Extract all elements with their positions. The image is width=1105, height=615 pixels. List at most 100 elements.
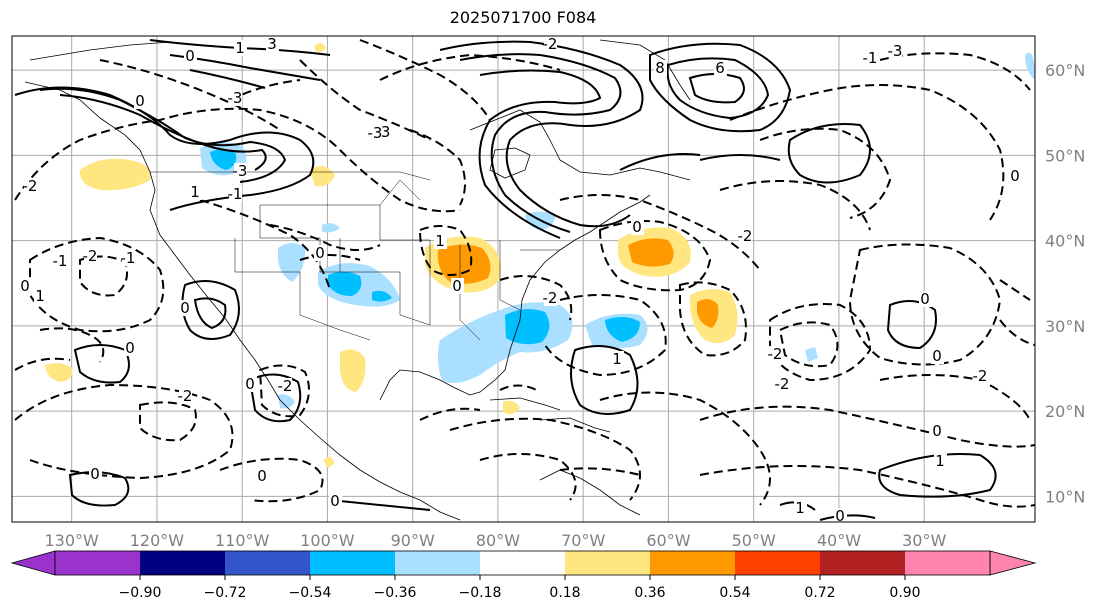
contour-label-bg <box>934 453 947 469</box>
contour-label: -1 <box>228 185 243 203</box>
shaded-field <box>45 43 1035 468</box>
colorbar-extend-low <box>10 550 56 576</box>
contour-label: 0 <box>257 467 267 485</box>
shade-orange-3 <box>697 299 719 328</box>
shade-blue-1 <box>210 149 237 170</box>
contour-label-bg <box>974 368 987 384</box>
shade-negative-7 <box>322 223 340 233</box>
contour-label-bg <box>54 253 67 269</box>
contour-label-bg <box>1009 168 1022 184</box>
contour-label-bg <box>256 468 269 484</box>
contour-label: 0 <box>932 422 942 440</box>
contour-label: -1 <box>863 49 878 67</box>
contour-label-bg <box>189 184 202 200</box>
contour-label: 0 <box>20 277 30 295</box>
colorbar-segment <box>140 551 226 575</box>
contour-label-bg <box>611 351 624 367</box>
contour-label-bg <box>234 163 247 179</box>
shade-orange-2 <box>628 238 674 267</box>
contour-label: 0 <box>245 375 255 393</box>
shade-orange-1 <box>437 244 491 284</box>
shade-positive-8 <box>45 363 73 382</box>
contour-label-bg <box>769 346 782 362</box>
contour-label-bg <box>369 125 382 141</box>
contour-label: 0 <box>125 339 135 357</box>
contour-label-bg <box>184 48 197 64</box>
colorbar-extend-high <box>989 550 1037 576</box>
contour-label: -3 <box>888 42 903 60</box>
shade-positive-10 <box>323 456 335 468</box>
lat-label: 40°N <box>1045 232 1085 251</box>
map-panel <box>12 36 1035 522</box>
contour-label: 0 <box>835 507 845 525</box>
contour-label: -2 <box>973 367 988 385</box>
contour-label-bg <box>179 300 192 316</box>
state-borders <box>150 171 560 341</box>
contour-label: -2 <box>768 345 783 363</box>
contour-label: 1 <box>190 183 200 201</box>
lat-label: 20°N <box>1045 402 1085 421</box>
shade-negative-8 <box>805 347 818 362</box>
contour-label-bg <box>451 278 464 294</box>
lon-label: 50°W <box>732 531 776 550</box>
colorbar-segment <box>650 551 736 575</box>
colorbar-tick-label: −0.90 <box>119 585 162 601</box>
contour-label-bg <box>434 233 447 249</box>
contour-label-bg <box>234 40 247 56</box>
contour-label: -2 <box>178 387 193 405</box>
shade-positive-2 <box>310 166 335 187</box>
contour-label-bg <box>314 245 327 261</box>
lat-label: 30°N <box>1045 317 1085 336</box>
contour-label-bg <box>229 186 242 202</box>
contour-label-bg <box>834 508 847 522</box>
shade-negative-10 <box>1025 52 1035 80</box>
shade-negative-9 <box>278 394 295 409</box>
lon-label: 40°W <box>817 531 861 550</box>
contour-label-bg <box>229 90 242 106</box>
contour-label-bg <box>864 50 877 66</box>
contour-label: -2 <box>23 177 38 195</box>
colorbar-tick-label: 0.72 <box>804 585 835 601</box>
contour-label: -1 <box>53 252 68 270</box>
colorbar-segment <box>565 551 651 575</box>
colorbar-tick-label: −0.36 <box>374 585 417 601</box>
colorbar-segment <box>735 551 821 575</box>
contour-label-bg <box>794 500 807 516</box>
shade-blue-2 <box>328 271 362 296</box>
colorbar-segment <box>55 551 141 575</box>
lon-label: 100°W <box>300 531 355 550</box>
lon-label: 70°W <box>561 531 605 550</box>
contour-label: 3 <box>267 35 277 53</box>
contour-label-bg <box>134 93 147 109</box>
colorbar-tick-label: −0.18 <box>459 585 502 601</box>
contour-label: -3 <box>228 89 243 107</box>
colorbar-tick-label: 0.90 <box>889 585 920 601</box>
contour-label-bg <box>19 278 32 294</box>
contour-label-bg <box>122 250 135 266</box>
colorbar: −0.90 −0.72 −0.54 −0.36 −0.18 0.18 0.36 0.54 0.7… <box>10 550 1037 601</box>
lon-label: 110°W <box>215 531 270 550</box>
colorbar-segment <box>905 551 991 575</box>
contour-label-bg <box>919 291 932 307</box>
latitude-labels: 10°N 20°N 30°N 40°N 50°N 60°N <box>1045 61 1085 506</box>
contour-label-bg <box>714 60 727 76</box>
contour-label: 0 <box>315 244 325 262</box>
shade-positive-9 <box>503 400 520 415</box>
colorbar-segment <box>395 551 481 575</box>
shade-blue-5 <box>372 290 392 302</box>
contour-label-bg <box>776 376 789 392</box>
contour-label-bg <box>931 348 944 364</box>
map-title: 2025071700 F084 <box>449 8 597 27</box>
contour-label-bg <box>89 466 102 482</box>
contour-label-bg <box>279 378 292 394</box>
contour-label: -1 <box>121 249 136 267</box>
contour-label: -3 <box>233 162 248 180</box>
contour-label: -2 <box>83 247 98 265</box>
contour-label-bg <box>244 376 257 392</box>
colorbar-segment <box>225 551 311 575</box>
contour-label-bg <box>631 219 644 235</box>
contour-label: 0 <box>330 492 340 510</box>
contours-negative <box>14 39 1035 508</box>
